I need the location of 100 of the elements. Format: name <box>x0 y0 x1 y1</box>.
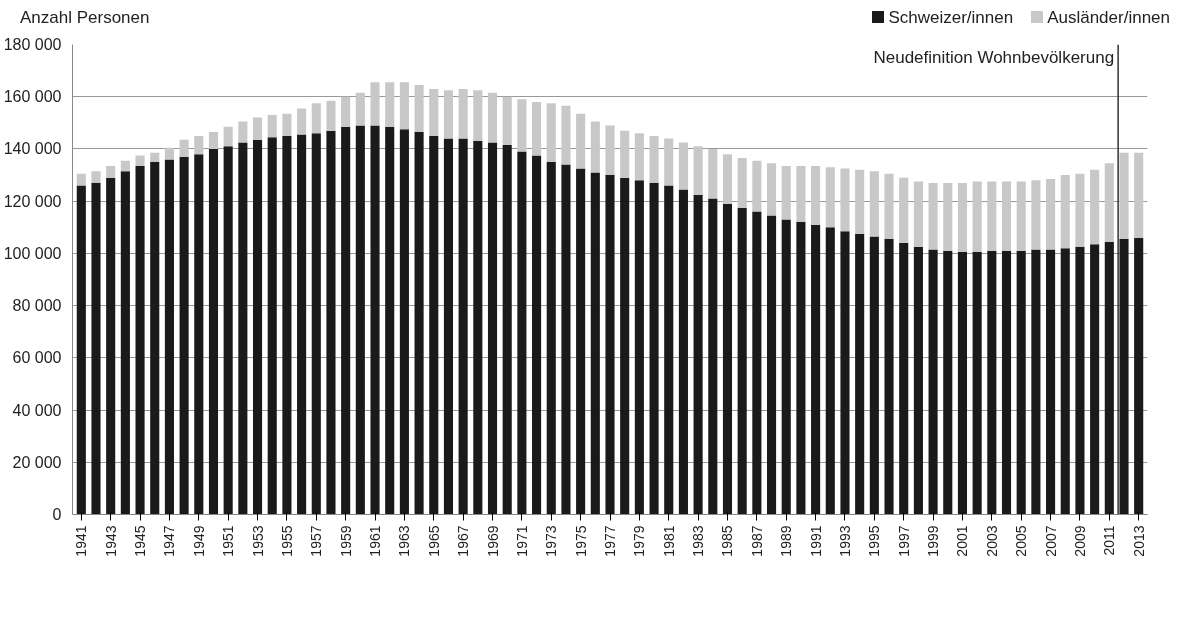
bar <box>399 82 409 130</box>
bar <box>458 88 468 139</box>
bar <box>194 135 204 155</box>
bar <box>693 194 703 515</box>
bar <box>517 99 527 152</box>
x-tick-label: 1979 <box>631 525 648 557</box>
bar <box>811 224 821 515</box>
bar <box>899 242 909 515</box>
bar <box>385 82 395 127</box>
bar <box>708 148 718 199</box>
bar <box>267 137 277 515</box>
bar <box>1134 237 1144 515</box>
bar <box>737 207 747 515</box>
bar <box>546 162 556 515</box>
bar <box>620 130 630 178</box>
bar <box>1046 178 1056 250</box>
x-tick-label: 1953 <box>249 525 266 557</box>
x-tick-label: 1967 <box>455 525 472 557</box>
bar <box>913 181 923 247</box>
bar <box>899 177 909 243</box>
bar <box>164 147 174 160</box>
bar <box>1090 169 1100 245</box>
bar <box>399 129 409 515</box>
bar <box>766 163 777 216</box>
y-tick-label: 140 000 <box>3 140 62 158</box>
y-tick-label: 20 000 <box>12 453 62 471</box>
bar <box>605 175 615 515</box>
bar <box>164 159 174 515</box>
x-tick-label: 1947 <box>161 525 178 557</box>
bar <box>120 160 130 172</box>
x-tick-label: 1951 <box>220 525 237 557</box>
bar <box>884 173 894 240</box>
bar <box>385 126 395 515</box>
bar <box>943 182 953 251</box>
bar <box>238 121 248 143</box>
bar <box>987 181 997 251</box>
bar <box>678 142 688 190</box>
bar <box>502 145 512 515</box>
bar <box>590 172 600 515</box>
bar <box>987 250 997 515</box>
bar <box>297 108 307 135</box>
x-tick-label: 1999 <box>925 525 942 557</box>
x-tick-label: 1959 <box>337 525 354 557</box>
bar <box>76 185 86 515</box>
bar <box>106 165 116 178</box>
bar <box>135 165 145 515</box>
x-tick-label: 2009 <box>1071 525 1088 557</box>
bar <box>840 168 850 232</box>
x-tick-label: 1995 <box>866 525 883 557</box>
bar <box>869 236 879 515</box>
bar <box>1001 250 1012 515</box>
y-tick-label: 40 000 <box>12 401 62 419</box>
bar <box>664 138 674 186</box>
ref-line-label: Neudefinition Wohnbevölkerung <box>873 47 1115 67</box>
bar <box>179 156 189 515</box>
y-tick-label: 180 000 <box>3 36 62 53</box>
bar <box>708 198 718 515</box>
bar <box>561 105 571 165</box>
bar <box>429 135 439 515</box>
bar <box>869 171 879 237</box>
bar <box>1134 152 1144 238</box>
bar <box>722 203 733 515</box>
bar <box>605 125 615 176</box>
bar <box>752 160 762 212</box>
bar <box>252 117 263 140</box>
x-tick-label: 1983 <box>690 525 707 557</box>
bar <box>76 173 86 186</box>
x-tick-label: 1949 <box>190 525 207 557</box>
bar <box>855 169 865 234</box>
bar <box>106 177 116 515</box>
x-tick-label: 1955 <box>278 525 295 557</box>
bar <box>429 88 439 136</box>
x-tick-label: 1985 <box>719 525 736 557</box>
y-tick-label: 60 000 <box>12 349 62 367</box>
x-tick-label: 1973 <box>543 525 560 557</box>
bar <box>532 155 542 515</box>
bar <box>223 126 233 147</box>
bar <box>1104 163 1114 242</box>
x-tick-label: 2013 <box>1130 525 1147 557</box>
x-tick-label: 1961 <box>367 525 384 557</box>
bar <box>737 158 747 208</box>
bar <box>355 92 365 126</box>
bar <box>1075 246 1085 515</box>
y-tick-label: 0 <box>52 506 62 523</box>
bar <box>179 139 189 157</box>
x-tick-label: 1941 <box>73 525 90 557</box>
bar <box>1001 181 1012 251</box>
y-tick-label: 100 000 <box>3 244 62 262</box>
bar <box>928 249 938 515</box>
bar <box>532 101 542 156</box>
bar <box>825 167 835 228</box>
bar <box>649 135 659 183</box>
bar <box>443 138 454 515</box>
bar <box>1060 248 1070 515</box>
bar <box>414 131 424 515</box>
bar <box>311 133 321 515</box>
x-tick-label: 1971 <box>513 525 530 557</box>
x-tick-label: 1977 <box>602 525 618 557</box>
x-tick-label: 1975 <box>572 525 589 557</box>
bar <box>957 252 968 515</box>
